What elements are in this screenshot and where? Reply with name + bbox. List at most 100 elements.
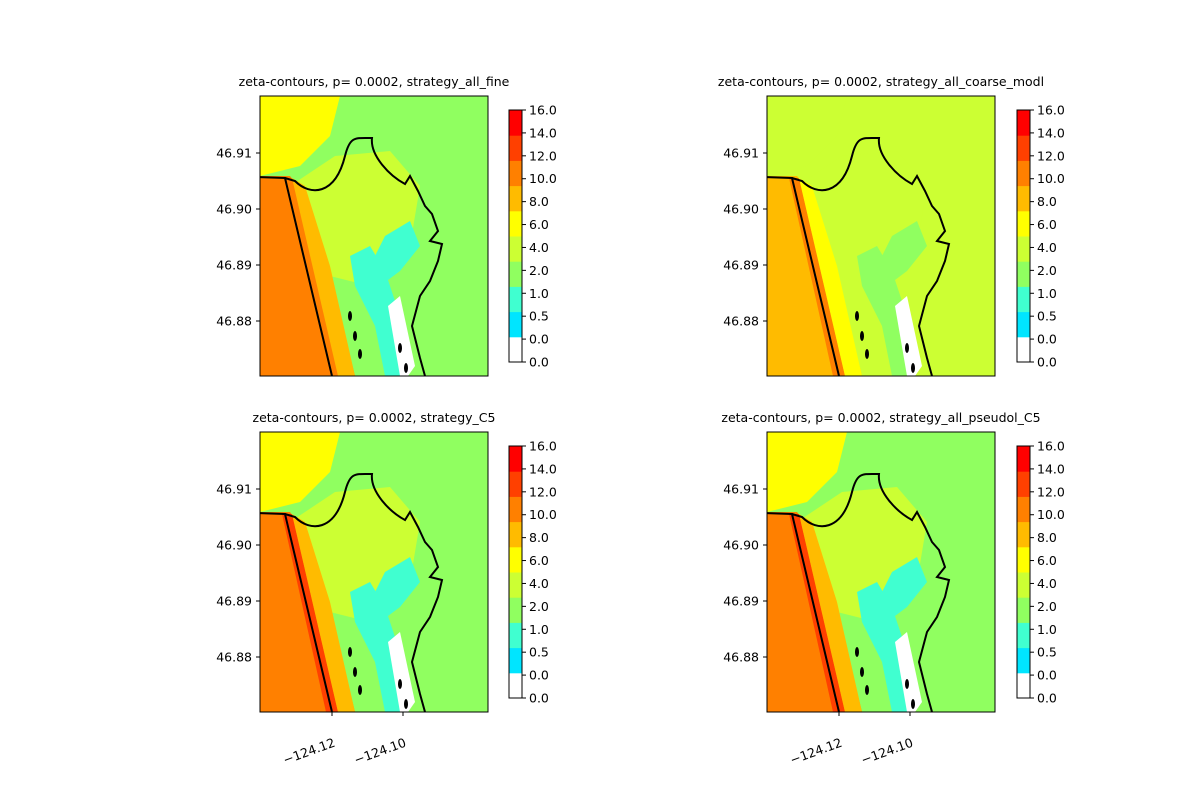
- colorbar-band: [509, 647, 522, 674]
- colorbar-tick-label: 14.0: [1037, 125, 1065, 140]
- island: [398, 343, 402, 353]
- colorbar-tick-label: 4.0: [1037, 576, 1057, 591]
- colorbar-frame: [1016, 109, 1031, 363]
- colorbar-band: [1017, 286, 1030, 313]
- colorbar-tick-label: 10.0: [1037, 507, 1065, 522]
- y-tick-label: 46.91: [216, 146, 252, 161]
- channel-region: [370, 221, 420, 286]
- colorbar-band: [509, 236, 522, 262]
- y-tick-label: 46.90: [216, 538, 252, 553]
- plot-frame: [259, 95, 489, 377]
- island: [855, 647, 859, 657]
- colorbar-tick-label: 4.0: [1037, 240, 1057, 255]
- colorbar-band: [509, 546, 522, 573]
- colorbar-band: [1017, 336, 1030, 363]
- colorbar-tick-label: 8.0: [1037, 194, 1057, 209]
- colorbar-tick-label: 0.5: [1037, 645, 1057, 660]
- colorbar-band: [1017, 160, 1030, 187]
- colorbar: 0.0 0.0 0.5 1.0 2.0 4.0 6.0 8.0 10.0 12.0 14.0 16.0: [1016, 103, 1065, 370]
- spit-region: [799, 514, 862, 712]
- colorbar-tick-label: 6.0: [1037, 553, 1057, 568]
- island: [353, 667, 357, 677]
- channel-region: [350, 246, 405, 376]
- colorbar-tick-label: 8.0: [529, 530, 549, 545]
- island: [404, 699, 408, 709]
- colorbar-tick-label: 14.0: [1037, 461, 1065, 476]
- colorbar-band: [509, 110, 522, 136]
- colorbar-band: [509, 160, 522, 187]
- colorbar-tick-label: 10.0: [1037, 171, 1065, 186]
- colorbar-tick-label: 6.0: [1037, 217, 1057, 232]
- dry-region: [388, 632, 415, 712]
- island: [860, 667, 864, 677]
- colorbar-band: [509, 471, 522, 497]
- island: [404, 363, 408, 373]
- colorbar-band: [1017, 471, 1030, 497]
- y-tick-label: 46.88: [216, 650, 252, 665]
- colorbar-tick-label: 0.5: [529, 309, 549, 324]
- colorbar-tick-label: 12.0: [1037, 484, 1065, 499]
- subplot-title: zeta-contours, p= 0.0002, strategy_all_p…: [721, 410, 1040, 425]
- y-tick-label: 46.91: [216, 482, 252, 497]
- island: [905, 679, 909, 689]
- colorbar-band: [509, 286, 522, 313]
- colorbar-tick-label: 0.0: [529, 668, 549, 683]
- contour-map: [260, 96, 488, 376]
- y-tick-label: 46.91: [723, 146, 759, 161]
- y-tick-label: 46.90: [723, 202, 759, 217]
- island: [358, 349, 362, 359]
- colorbar-band: [1017, 672, 1030, 699]
- colorbar-tick-label: 2.0: [529, 599, 549, 614]
- coastline: [260, 136, 444, 376]
- y-tick-label: 46.88: [723, 650, 759, 665]
- colorbar-band: [1017, 210, 1030, 237]
- plot-frame: [259, 431, 489, 713]
- colorbar-band: [509, 446, 522, 472]
- colorbar-band: [509, 261, 522, 287]
- colorbar-band: [509, 521, 522, 548]
- colorbar-tick-label: 10.0: [529, 507, 557, 522]
- colorbar-band: [1017, 261, 1030, 287]
- colorbar-tick-label: 8.0: [529, 194, 549, 209]
- colorbar-band: [1017, 521, 1030, 548]
- channel-region: [877, 221, 927, 286]
- channel-region: [877, 557, 927, 622]
- north-region: [767, 432, 847, 512]
- colorbar-tick-label: 12.0: [529, 484, 557, 499]
- island: [348, 647, 352, 657]
- colorbar-band: [509, 185, 522, 212]
- colorbar-tick-label: 6.0: [529, 217, 549, 232]
- colorbar-tick-label: 1.0: [529, 286, 549, 301]
- contour-map: [260, 432, 488, 712]
- colorbar-tick-label: 16.0: [1037, 439, 1065, 454]
- x-tick-label: −124.10: [352, 735, 408, 768]
- colorbar-tick-label: 16.0: [529, 103, 557, 118]
- y-tick-label: 46.89: [216, 258, 252, 273]
- colorbar-band: [509, 572, 522, 598]
- colorbar-band: [509, 622, 522, 649]
- y-tick-label: 46.88: [723, 314, 759, 329]
- colorbar-band: [509, 336, 522, 363]
- y-tick-label: 46.88: [216, 314, 252, 329]
- island: [905, 343, 909, 353]
- subplot-2: zeta-contours, p= 0.0002, strategy_all_c…: [718, 74, 1065, 377]
- colorbar-frame: [508, 109, 523, 363]
- colorbar-band: [1017, 446, 1030, 472]
- colorbar-tick-label: 0.0: [1037, 332, 1057, 347]
- y-tick-label: 46.89: [216, 594, 252, 609]
- plot-frame: [766, 95, 996, 377]
- colorbar-tick-label: 14.0: [529, 461, 557, 476]
- island: [398, 679, 402, 689]
- dry-region: [895, 296, 922, 376]
- island: [911, 363, 915, 373]
- colorbar-band: [1017, 135, 1030, 161]
- island: [860, 331, 864, 341]
- colorbar-tick-label: 16.0: [529, 439, 557, 454]
- island: [855, 311, 859, 321]
- y-tick-label: 46.90: [216, 202, 252, 217]
- colorbar-band: [509, 672, 522, 699]
- colorbar-band: [1017, 110, 1030, 136]
- colorbar-band: [509, 496, 522, 523]
- colorbar-band: [1017, 572, 1030, 598]
